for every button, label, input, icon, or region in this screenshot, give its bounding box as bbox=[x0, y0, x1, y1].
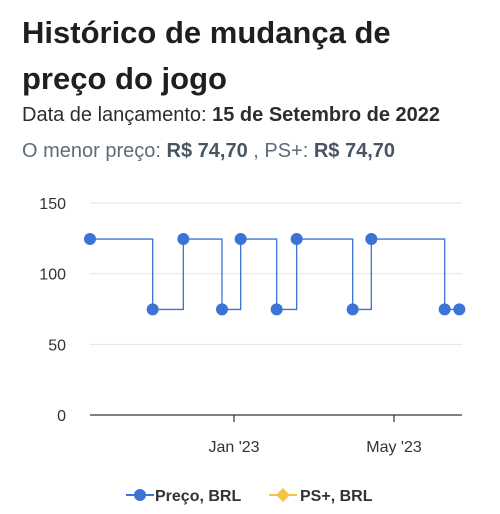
release-date-value: 15 de Setembro de 2022 bbox=[212, 104, 441, 126]
y-tick-label: 50 bbox=[48, 337, 66, 354]
data-point bbox=[346, 303, 359, 316]
psplus-price-value: R$ 74,70 bbox=[313, 140, 396, 162]
y-tick-label: 150 bbox=[39, 196, 66, 213]
data-point bbox=[146, 303, 159, 316]
data-point bbox=[84, 233, 96, 246]
series-line-0 bbox=[90, 238, 460, 311]
release-date-line: Data de lançamento: 15 de Setembro de 20… bbox=[22, 102, 440, 128]
psplus-price-label: , PS+: bbox=[253, 140, 309, 162]
x-tick-label: Jan '23 bbox=[208, 439, 259, 456]
data-point bbox=[216, 303, 228, 316]
lowest-price-label: O menor preço: bbox=[22, 140, 161, 162]
data-point bbox=[438, 303, 451, 316]
data-point bbox=[453, 303, 466, 316]
data-point bbox=[270, 303, 283, 316]
data-point bbox=[177, 233, 190, 246]
legend-label-1: PS+, BRL bbox=[300, 488, 373, 505]
legend-label-0: Preço, BRL bbox=[155, 488, 241, 505]
data-point bbox=[290, 233, 303, 246]
x-tick-label: May '23 bbox=[366, 439, 422, 456]
y-tick-label: 0 bbox=[57, 408, 66, 425]
release-date-label: Data de lançamento: bbox=[22, 104, 207, 126]
legend-marker-0 bbox=[134, 489, 146, 501]
page-title: Histórico de mudança de preço do jogo bbox=[22, 15, 391, 96]
data-point bbox=[234, 233, 247, 246]
y-tick-label: 100 bbox=[39, 267, 66, 284]
data-point bbox=[365, 233, 378, 246]
lowest-price-line: O menor preço: R$ 74,70 , PS+: R$ 74,70 bbox=[22, 138, 395, 164]
legend-marker-1 bbox=[276, 488, 290, 502]
axis-layer: 0 50 100 150 Jan '23 May '23 bbox=[39, 196, 462, 456]
series-layer bbox=[84, 233, 466, 316]
lowest-price-value: R$ 74,70 bbox=[166, 140, 248, 162]
grid-layer bbox=[90, 202, 462, 345]
legend-layer: Preço, BRL PS+, BRL bbox=[126, 488, 373, 505]
